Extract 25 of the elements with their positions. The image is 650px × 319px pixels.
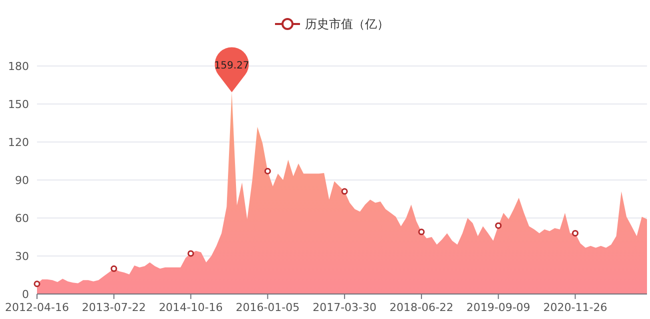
x-tick-label: 2012-04-16 [5, 301, 69, 314]
x-tick-label: 2020-11-26 [543, 301, 608, 314]
y-tick-label: 90 [15, 174, 29, 187]
point [495, 222, 502, 229]
x-tick-label: 2017-03-30 [312, 301, 377, 314]
point [264, 168, 271, 174]
x-tick-label: 2018-06-22 [389, 301, 454, 314]
point [110, 265, 118, 272]
point [418, 228, 425, 236]
legend-label: 历史市值（亿） [305, 17, 389, 31]
y-tick-label: 120 [8, 136, 29, 149]
x-tick-label: 2014-10-16 [158, 301, 223, 314]
x-tick-label: 2016-01-05 [236, 301, 300, 314]
point [188, 250, 194, 257]
x-tick-label: 2019-09-09 [466, 301, 530, 314]
y-tick-label: 180 [8, 60, 29, 73]
point [572, 230, 578, 236]
point [341, 188, 348, 195]
y-tick-label: 30 [15, 250, 29, 263]
x-tick-label: 2013-07-22 [82, 301, 146, 314]
point [34, 280, 40, 288]
y-tick-label: 150 [8, 98, 29, 111]
y-tick-label: 60 [15, 212, 29, 225]
data-label: 159.27 [214, 60, 250, 72]
y-tick-label: 0 [22, 288, 29, 301]
